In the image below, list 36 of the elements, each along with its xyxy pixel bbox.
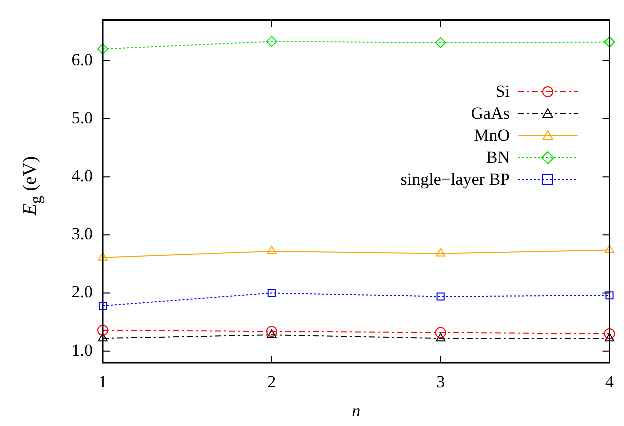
point — [267, 246, 277, 254]
y-tick-label: 2.0 — [72, 282, 93, 302]
point — [606, 292, 614, 300]
legend-label: MnO — [474, 126, 510, 146]
point — [604, 328, 616, 340]
x-tick-label: 2 — [268, 372, 276, 392]
legend-label: BN — [486, 148, 510, 168]
point — [266, 36, 278, 48]
point — [604, 36, 616, 48]
y-tick-label: 4.0 — [72, 166, 93, 186]
point — [268, 289, 276, 298]
legend-label: single−layer BP — [400, 170, 510, 190]
legend-label: Si — [496, 82, 510, 102]
x-axis-title: n — [352, 401, 361, 420]
legend-label: GaAs — [471, 104, 510, 124]
point — [604, 333, 615, 342]
point — [98, 324, 108, 336]
point — [266, 326, 278, 338]
point — [98, 302, 108, 310]
point — [267, 330, 277, 338]
x-tick-label: 1 — [98, 372, 108, 392]
point — [435, 37, 446, 48]
x-tick-label: 4 — [606, 372, 614, 392]
point — [436, 248, 446, 257]
y-tick-label: 1.0 — [72, 340, 93, 360]
point — [98, 44, 108, 55]
y-tick-label: 5.0 — [72, 108, 93, 128]
point — [435, 327, 446, 338]
point — [436, 333, 446, 342]
y-tick-label: 6.0 — [72, 50, 93, 70]
point — [98, 333, 108, 342]
point — [98, 252, 108, 261]
point — [436, 292, 445, 301]
y-tick-label: 3.0 — [72, 224, 93, 244]
x-tick-label: 3 — [436, 372, 446, 392]
point — [604, 244, 615, 254]
